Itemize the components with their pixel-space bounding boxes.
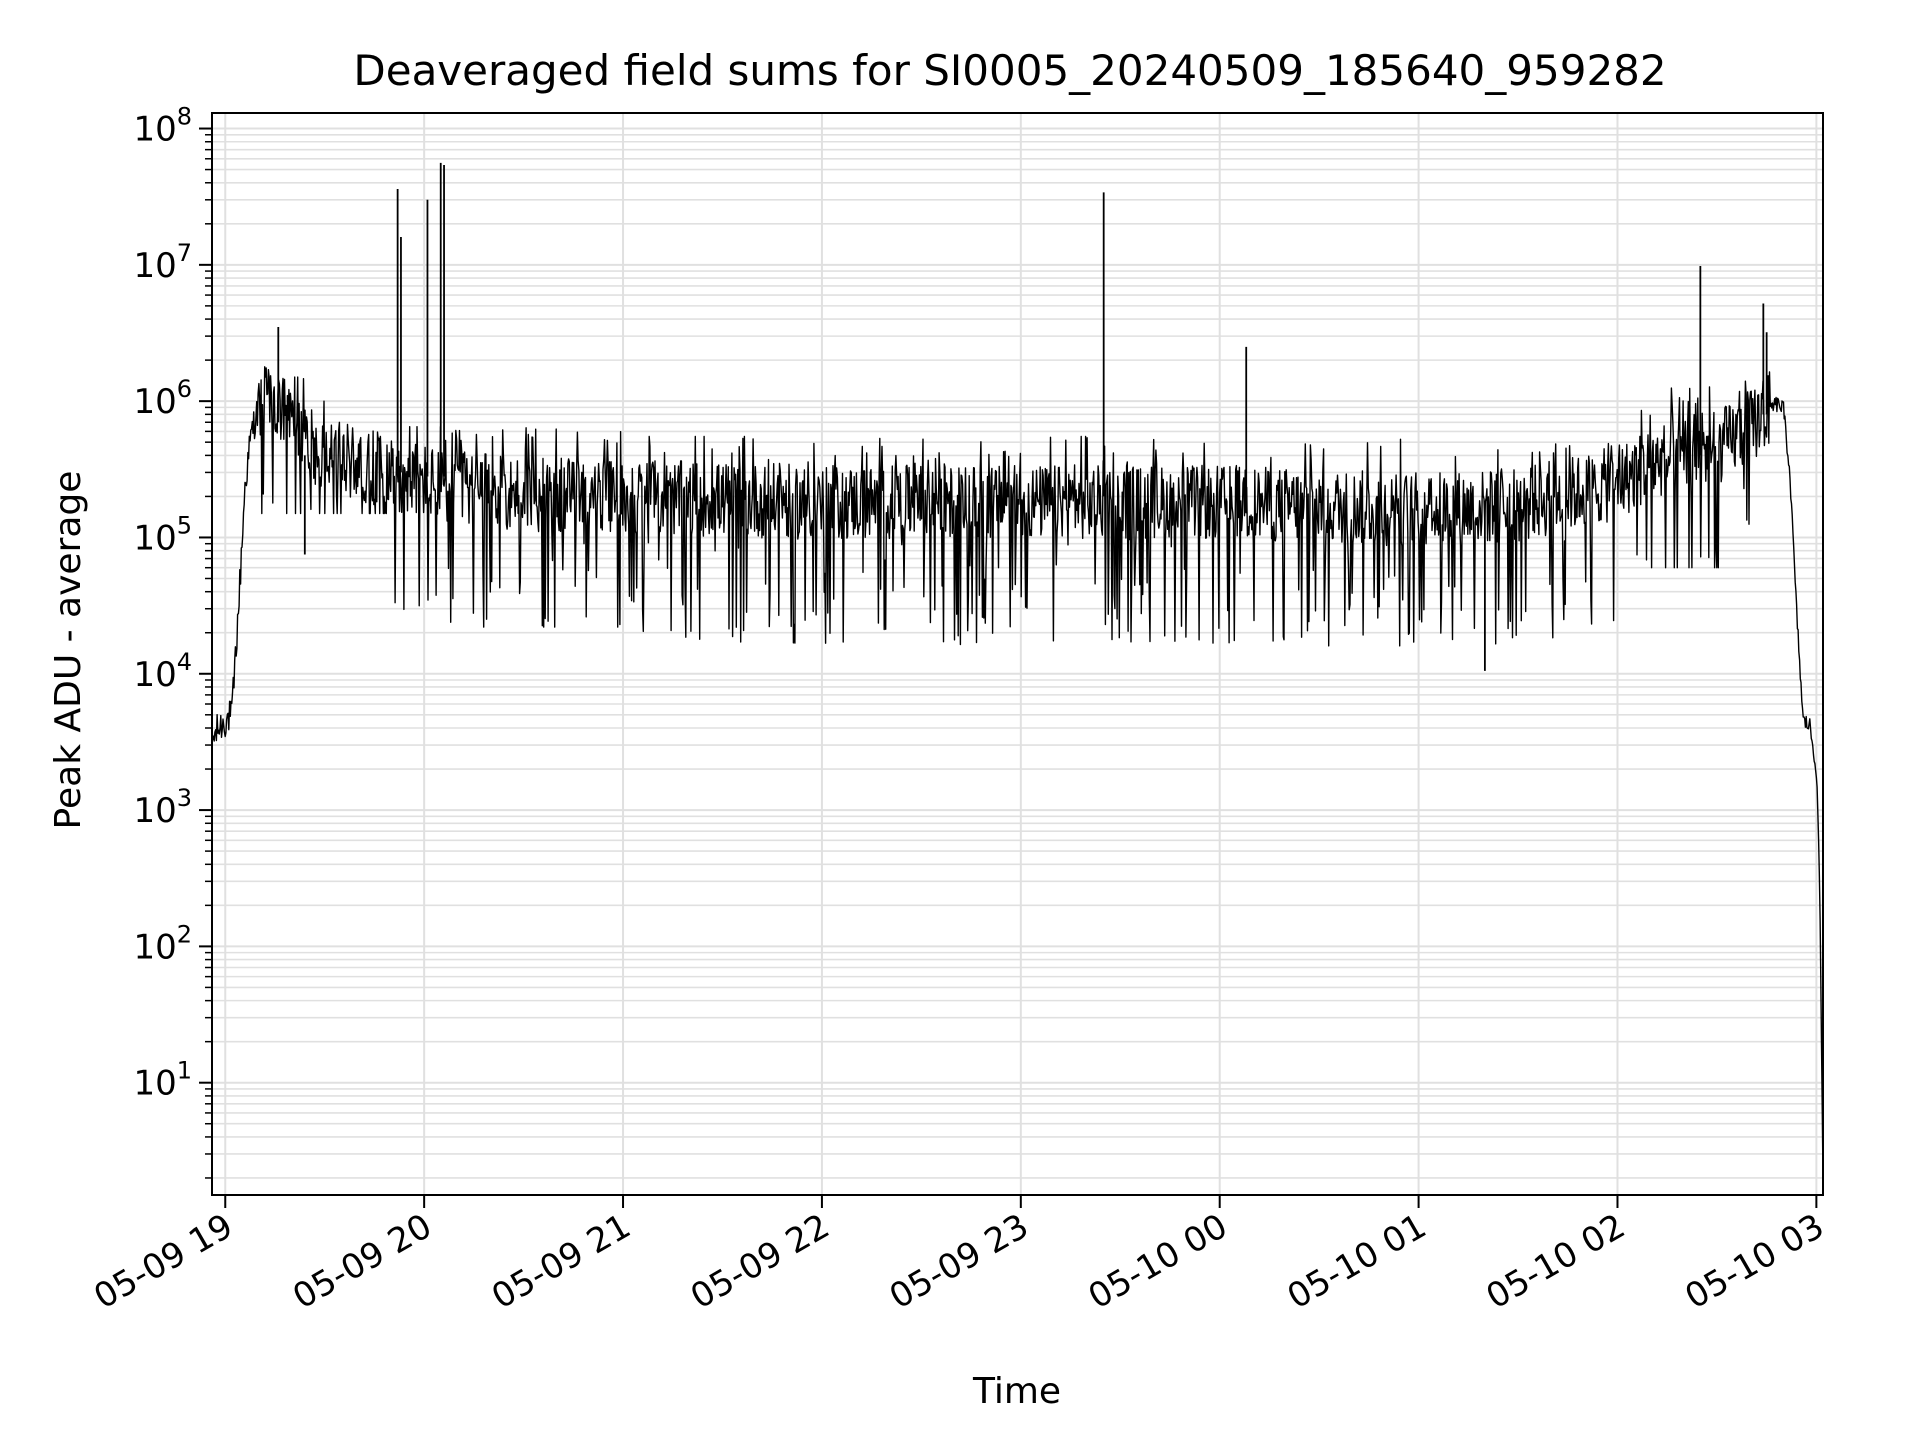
data-series [211, 162, 1824, 1180]
y-axis-title: Peak ADU - average [48, 471, 89, 830]
chart-title: Deaveraged field sums for SI0005_2024050… [353, 46, 1666, 95]
grid-lines [212, 113, 1823, 1195]
x-axis-title: Time [972, 1371, 1061, 1412]
y-axis: 101 102 103 104 105 106 107 108 [133, 103, 212, 1179]
y-tick-label: 108 [133, 103, 192, 150]
y-tick-label: 102 [133, 920, 192, 967]
plot-area-frame [211, 112, 1824, 1196]
y-tick-label: 107 [133, 239, 192, 286]
y-tick-label: 105 [133, 511, 192, 558]
y-tick-label: 101 [133, 1057, 192, 1104]
series-line [211, 366, 1824, 1180]
y-tick-label: 104 [133, 648, 192, 695]
y-tick-label: 106 [133, 375, 192, 422]
y-tick-label: 103 [133, 784, 192, 831]
